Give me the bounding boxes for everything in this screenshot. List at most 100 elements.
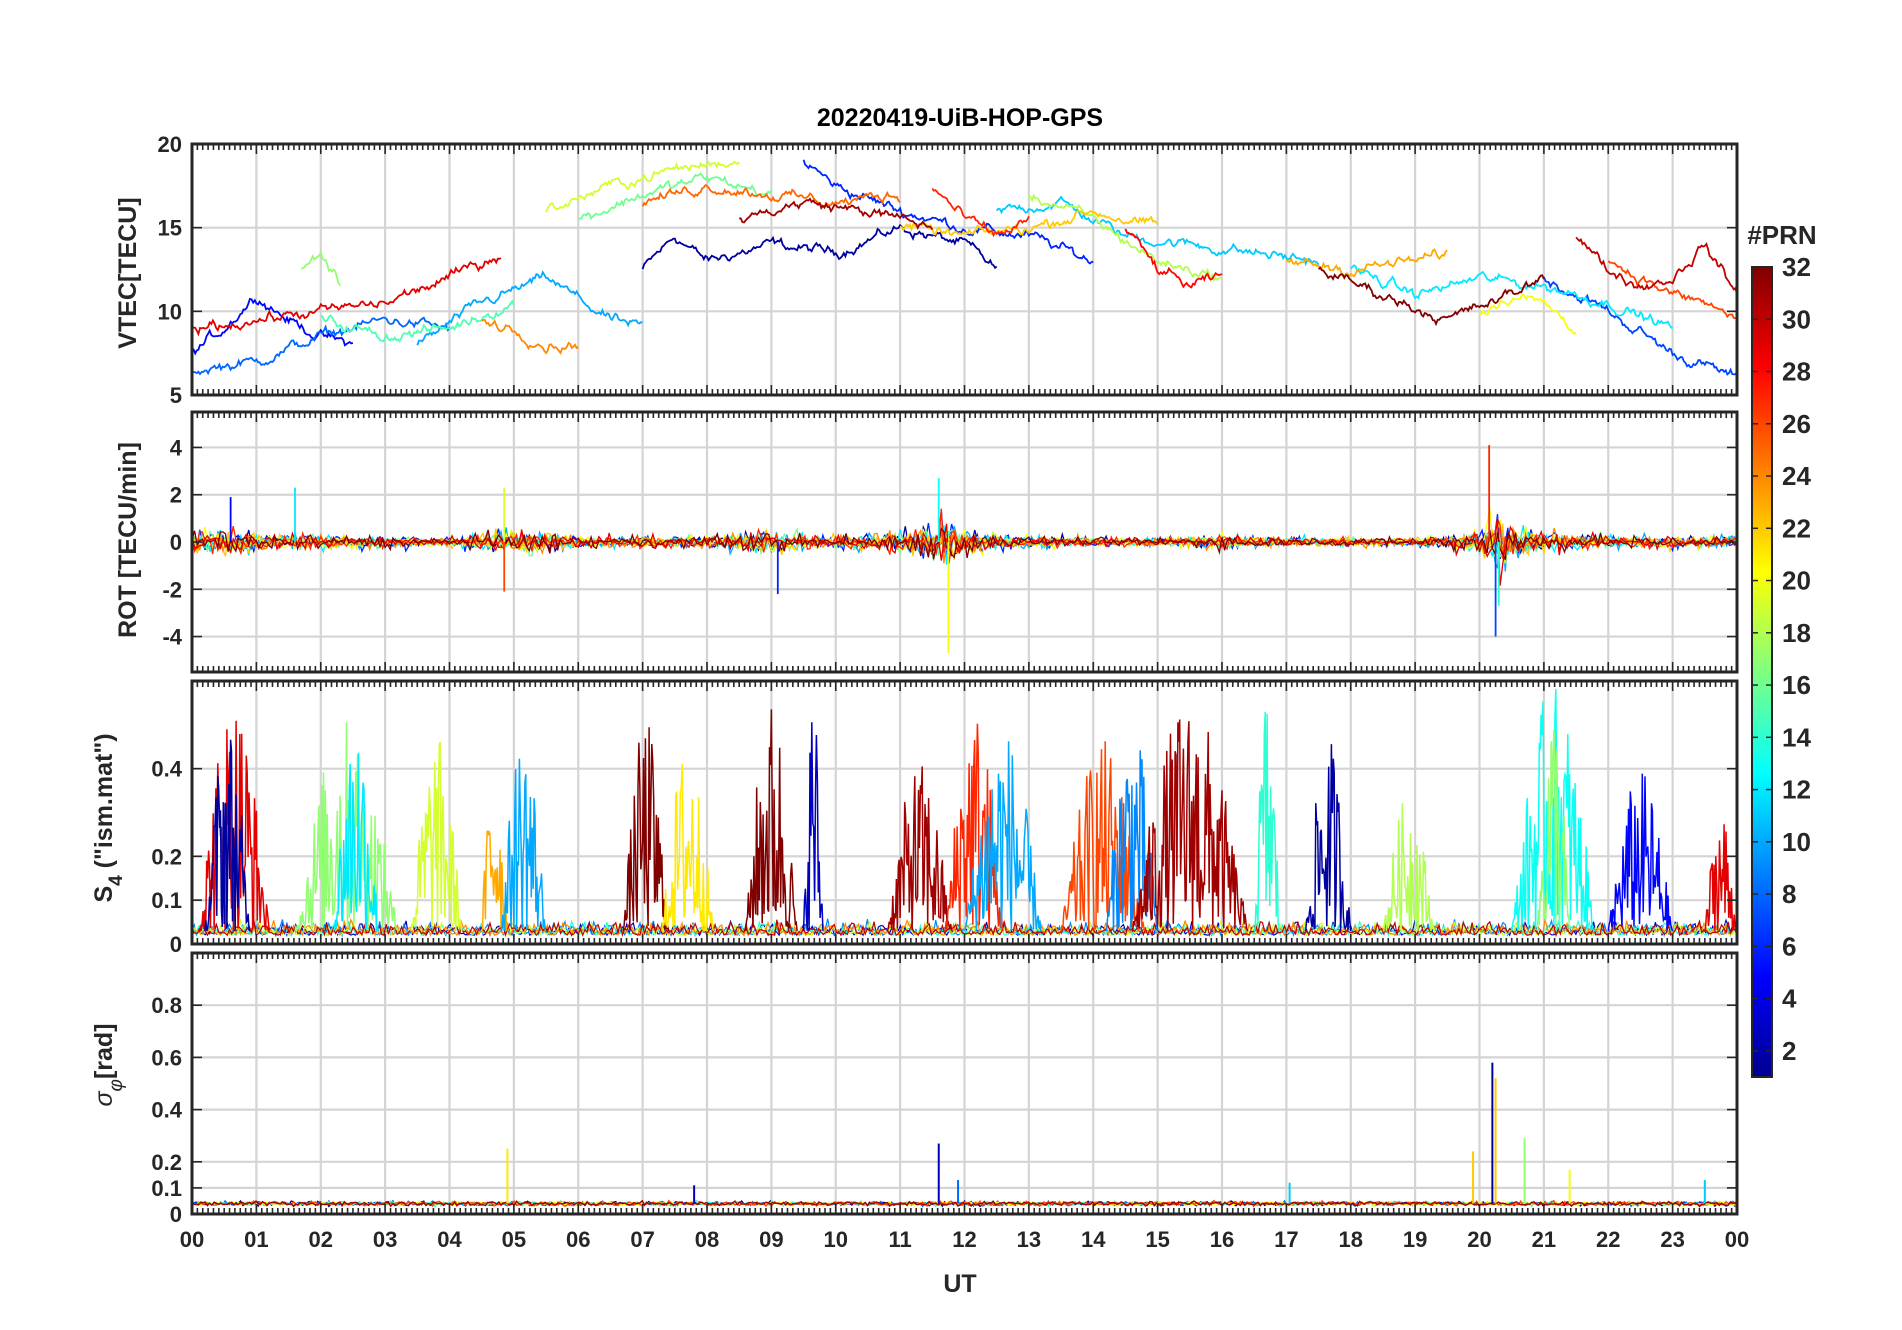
x-tick-label: 15 <box>1145 1227 1169 1252</box>
x-tick-label: 12 <box>952 1227 976 1252</box>
s4-burst-prn-13 <box>1510 689 1596 932</box>
x-tick-label: 18 <box>1339 1227 1363 1252</box>
x-tick-label: 16 <box>1210 1227 1234 1252</box>
x-tick-label: 13 <box>1017 1227 1041 1252</box>
sigma-phi-ylabel: σφ[rad] <box>90 1023 127 1106</box>
vtec-ylabel: VTEC[TECU] <box>114 197 142 348</box>
s4-baseline-prn-30 <box>192 919 1737 938</box>
colorbar-tick-label: 16 <box>1782 670 1811 700</box>
rot-series-prn-16 <box>192 522 1737 562</box>
vtec-series-prn-12 <box>1350 264 1674 330</box>
vtec-series-prn-24 <box>481 318 579 355</box>
vtec-series-prn-2 <box>641 223 998 270</box>
y-tick-label: 0 <box>170 1202 182 1227</box>
y-tick-label: 2 <box>170 483 182 508</box>
vtec-series-prn-28 <box>1124 228 1223 289</box>
y-tick-label: 0.8 <box>151 993 182 1018</box>
colorbar-tick-label: 24 <box>1782 461 1811 491</box>
y-tick-label: 10 <box>158 299 182 324</box>
x-tick-labels: 00 01 02 03 04 05 06 07 08 09 10 11 12 13 14 15 16 17 18 19… <box>180 1227 1749 1252</box>
s4-burst-prn-9 <box>1105 750 1159 932</box>
x-axis-label: UT <box>943 1270 976 1298</box>
s4-burst-prn-18 <box>1382 803 1436 933</box>
y-tick-label: 0.6 <box>151 1045 182 1070</box>
s4-burst-prn-17 <box>294 722 399 934</box>
x-tick-label: 03 <box>373 1227 397 1252</box>
s4-burst-prn-29 <box>197 720 271 932</box>
s4-burst-prn-27 <box>944 723 1004 932</box>
x-tick-label: 06 <box>566 1227 590 1252</box>
data-layer <box>192 445 1737 654</box>
x-tick-label: 00 <box>180 1227 204 1252</box>
colorbar-tick-label: 4 <box>1782 984 1797 1014</box>
y-tick-label: -4 <box>162 625 182 650</box>
x-tick-label: 07 <box>630 1227 654 1252</box>
x-tick-label: 14 <box>1081 1227 1106 1252</box>
x-tick-label: 05 <box>502 1227 526 1252</box>
s4-burst-prn-14 <box>1253 711 1281 932</box>
vtec-series-prn-20 <box>1478 292 1577 335</box>
x-tick-label: 01 <box>244 1227 268 1252</box>
colorbar <box>1751 266 1773 1078</box>
y-tick-label: 0.2 <box>151 844 182 869</box>
s4-burst-prn-31 <box>886 766 953 932</box>
s4-burst-prn-10 <box>500 758 547 932</box>
colorbar-tick-label: 10 <box>1782 827 1811 857</box>
colorbar-tick-label: 28 <box>1782 357 1811 387</box>
s4-burst-prn-21 <box>661 763 715 932</box>
colorbar-tick-label: 18 <box>1782 618 1811 648</box>
data-layer <box>192 159 1737 376</box>
x-tick-label: 09 <box>759 1227 783 1252</box>
vtec-series-prn-5 <box>192 297 354 356</box>
s4-burst-prn-5 <box>1607 773 1674 932</box>
s4-burst-prn-32 <box>622 727 670 932</box>
y-tick-label: 0 <box>170 530 182 555</box>
y-tick-label: 0.1 <box>151 888 182 913</box>
s4-burst-prn-23 <box>480 830 508 932</box>
s4-burst-prn-29 <box>1704 824 1737 932</box>
y-tick-label: 4 <box>170 435 183 460</box>
vtec-series-prn-19 <box>545 160 740 213</box>
y-tick-label: 0.2 <box>151 1150 182 1175</box>
vtec-series-prn-29 <box>192 257 502 337</box>
data-layer <box>192 689 1737 938</box>
vtec-series-prn-16 <box>577 172 773 221</box>
colorbar-tick-label: 22 <box>1782 513 1811 543</box>
colorbar-tick-label: 26 <box>1782 409 1811 439</box>
colorbar-tick-label: 32 <box>1782 252 1811 282</box>
vtec-series-prn-8 <box>192 316 451 376</box>
rot-ylabel: ROT [TECU/min] <box>114 442 142 638</box>
vtec-series-prn-30 <box>1575 236 1737 296</box>
colorbar-tick-label: 14 <box>1782 722 1811 752</box>
x-tick-label: 00 <box>1725 1227 1749 1252</box>
vtec-series-prn-10 <box>416 270 643 346</box>
rot-series-prn-32 <box>192 527 1737 561</box>
vtec-series-prn-31 <box>739 197 934 231</box>
chart-title: 20220419-UiB-HOP-GPS <box>817 104 1103 132</box>
vtec-series-prn-32 <box>1317 266 1545 327</box>
s4-burst-prn-12 <box>332 752 380 933</box>
colorbar-tick-label: 20 <box>1782 566 1811 596</box>
x-tick-label: 21 <box>1532 1227 1556 1252</box>
vtec-series-prn-22 <box>899 210 1159 237</box>
x-tick-label: 17 <box>1274 1227 1298 1252</box>
y-tick-label: 0.4 <box>151 757 182 782</box>
y-tick-label: 5 <box>170 383 182 408</box>
s4-burst-prn-19 <box>410 741 463 932</box>
s4-burst-prn-17 <box>1536 729 1571 931</box>
vtec-series-prn-23 <box>1285 248 1448 279</box>
vtec-series-prn-18 <box>1028 193 1223 283</box>
y-tick-label: 20 <box>158 132 182 157</box>
x-tick-label: 19 <box>1403 1227 1427 1252</box>
x-tick-label: 22 <box>1596 1227 1620 1252</box>
s4-burst-prn-10 <box>963 741 1043 932</box>
s4-burst-prn-31 <box>1131 719 1249 932</box>
x-tick-label: 02 <box>309 1227 333 1252</box>
y-tick-label: 0 <box>170 932 182 957</box>
colorbar-label: #PRN <box>1747 220 1816 250</box>
x-tick-label: 04 <box>437 1227 462 1252</box>
x-tick-label: 23 <box>1660 1227 1684 1252</box>
rot-panel: -4 -2 0 2 4 <box>162 410 1739 674</box>
colorbar-tick-label: 2 <box>1782 1036 1796 1066</box>
